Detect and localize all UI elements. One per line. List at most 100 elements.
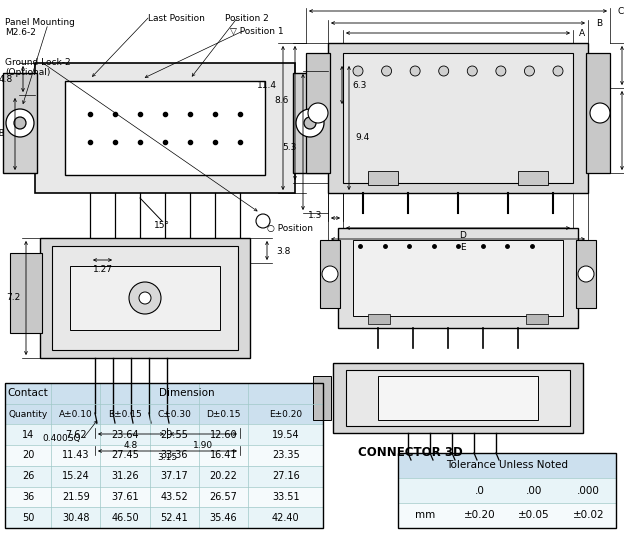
Text: C±0.30: C±0.30 [157, 409, 192, 418]
Bar [576, 240, 596, 308]
Bar [398, 503, 616, 528]
Text: 4.8: 4.8 [124, 440, 138, 449]
Text: Panel Mounting
M2.6-2: Panel Mounting M2.6-2 [5, 18, 75, 37]
Text: Position 2: Position 2 [225, 14, 269, 23]
Text: 37.61: 37.61 [111, 492, 139, 502]
Circle shape [353, 66, 363, 76]
Circle shape [296, 109, 324, 137]
Circle shape [139, 292, 151, 304]
Circle shape [524, 66, 534, 76]
Text: 26.57: 26.57 [210, 492, 238, 502]
Text: E: E [460, 243, 466, 252]
Text: 4.8: 4.8 [0, 75, 13, 84]
Text: 30.48: 30.48 [62, 513, 89, 523]
Bar [586, 53, 610, 173]
Text: 31.26: 31.26 [111, 471, 139, 481]
Text: 20: 20 [22, 450, 34, 461]
Text: Ground Lock-2
(Optional): Ground Lock-2 (Optional) [5, 58, 71, 77]
Text: B: B [596, 19, 602, 28]
Text: 33.36: 33.36 [160, 450, 188, 461]
Text: 11.4: 11.4 [257, 80, 277, 90]
Text: A: A [579, 28, 585, 37]
Text: 1.90: 1.90 [193, 440, 213, 449]
Text: 29.55: 29.55 [160, 430, 188, 440]
Text: 3.15: 3.15 [157, 454, 177, 463]
Bar [398, 453, 616, 478]
Bar [338, 228, 578, 328]
Text: 19.54: 19.54 [272, 430, 300, 440]
Text: 23.35: 23.35 [272, 450, 300, 461]
Bar [313, 376, 331, 420]
Circle shape [322, 266, 338, 282]
Circle shape [256, 214, 270, 228]
Text: 43.52: 43.52 [160, 492, 188, 502]
Bar [10, 253, 42, 333]
Text: 0.400SQ: 0.400SQ [42, 433, 80, 442]
Text: 5.3: 5.3 [283, 143, 297, 152]
Text: B±0.15: B±0.15 [108, 409, 142, 418]
Bar [343, 53, 573, 183]
Circle shape [304, 117, 316, 129]
Bar [5, 487, 323, 507]
Circle shape [578, 266, 594, 282]
Text: 42.40: 42.40 [272, 513, 300, 523]
Bar [5, 403, 323, 424]
Bar [320, 240, 340, 308]
Bar [368, 171, 398, 185]
Text: 23.64: 23.64 [111, 430, 139, 440]
Bar [398, 453, 616, 528]
Text: 7.62: 7.62 [65, 430, 87, 440]
Text: .00: .00 [526, 486, 542, 496]
Bar [5, 466, 323, 487]
Text: 26: 26 [22, 471, 34, 481]
Circle shape [439, 66, 449, 76]
Bar [40, 238, 250, 358]
Bar [5, 383, 323, 528]
Bar [526, 314, 548, 324]
Bar [3, 73, 37, 173]
Circle shape [14, 117, 26, 129]
Text: 3.8: 3.8 [276, 246, 290, 255]
Text: ±0.20: ±0.20 [464, 511, 495, 521]
Bar [518, 171, 548, 185]
Circle shape [496, 66, 506, 76]
Text: C: C [618, 6, 624, 15]
Bar [398, 478, 616, 503]
Text: D: D [459, 231, 466, 240]
Text: 35.46: 35.46 [210, 513, 238, 523]
Circle shape [553, 66, 563, 76]
Text: 6.3: 6.3 [352, 80, 366, 90]
Text: 9.4: 9.4 [355, 133, 369, 142]
Bar [378, 376, 538, 420]
Bar [333, 363, 583, 433]
Text: 8.6: 8.6 [275, 96, 289, 105]
Text: mm: mm [415, 511, 436, 521]
Text: 15.24: 15.24 [62, 471, 90, 481]
Circle shape [129, 282, 161, 314]
Circle shape [590, 103, 610, 123]
Circle shape [308, 103, 328, 123]
Text: Quantity: Quantity [9, 409, 47, 418]
Text: 11.43: 11.43 [62, 450, 89, 461]
Text: 27.45: 27.45 [111, 450, 139, 461]
Circle shape [410, 66, 420, 76]
Text: 15°: 15° [154, 221, 170, 230]
Text: ○ Position: ○ Position [267, 223, 313, 232]
Text: 14: 14 [22, 430, 34, 440]
Text: 21.59: 21.59 [62, 492, 90, 502]
Text: 37.17: 37.17 [160, 471, 188, 481]
Bar [293, 73, 327, 173]
Bar [65, 81, 265, 175]
Text: 50: 50 [22, 513, 34, 523]
Text: 36: 36 [22, 492, 34, 502]
Circle shape [6, 109, 34, 137]
Text: 52.41: 52.41 [160, 513, 188, 523]
Text: 12.60: 12.60 [210, 430, 238, 440]
Text: 1.3: 1.3 [308, 211, 322, 220]
Text: ±0.05: ±0.05 [519, 511, 550, 521]
Bar [306, 53, 330, 173]
Bar [353, 240, 563, 316]
Bar [398, 453, 616, 478]
Text: 7.2: 7.2 [6, 294, 20, 303]
Circle shape [381, 66, 392, 76]
